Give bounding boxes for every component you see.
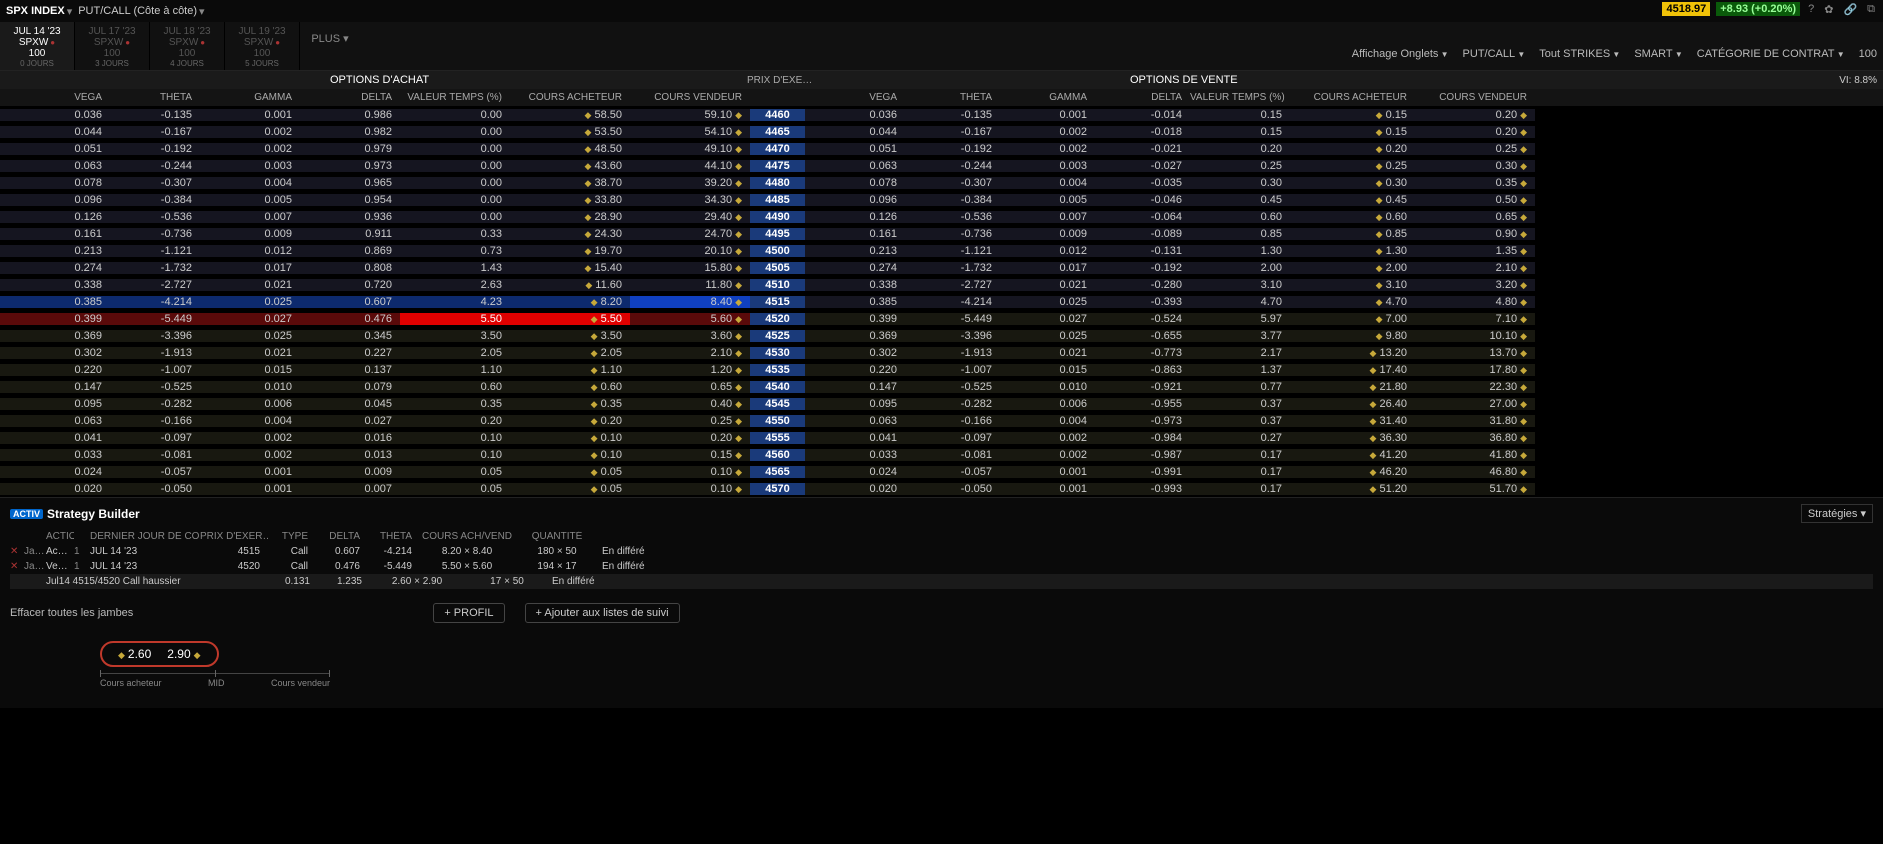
active-badge: ACTIV	[10, 509, 43, 519]
builder-table: ACTIONRAT… DERNIER JOUR DE CO… PRIX D'EX…	[10, 529, 1873, 589]
col-call-vega[interactable]: VÉGA	[0, 92, 110, 103]
chain-row[interactable]: 0.024-0.0570.0010.0090.05◆0.050.10◆45650…	[0, 463, 1883, 480]
expiry-tab[interactable]: JUL 17 '23SPXW ●1003 JOURS	[75, 22, 150, 70]
profile-button[interactable]: + PROFIL	[433, 603, 504, 623]
strategy-builder: ACTIV Strategy Builder Stratégies ▾ ACTIO…	[0, 497, 1883, 708]
bh-type: TYPE	[270, 531, 318, 542]
section-header: OPTIONS D'ACHAT PRIX D'EXE… OPTIONS DE V…	[0, 71, 1883, 89]
help-icon[interactable]: ?	[1806, 3, 1816, 15]
category-dropdown[interactable]: CATÉGORIE DE CONTRAT	[1697, 48, 1845, 60]
bh-qty: QUANTITÉ	[522, 531, 602, 542]
filter-bar: Affichage Onglets PUT/CALL Tout STRIKES …	[1352, 48, 1877, 60]
chevron-down-icon[interactable]: ▾	[67, 5, 73, 18]
chain-row[interactable]: 0.385-4.2140.0250.6074.23◆8.208.40◆45150…	[0, 293, 1883, 310]
implied-vol: VI: 8.8%	[1839, 75, 1877, 86]
puts-header: OPTIONS DE VENTE	[1130, 74, 1238, 86]
strategies-dropdown[interactable]: Stratégies ▾	[1801, 504, 1873, 523]
slider-mid-label: MID	[208, 678, 225, 688]
order-bid[interactable]: ◆2.60	[118, 647, 151, 661]
col-put-ask[interactable]: COURS VENDEUR	[1415, 92, 1535, 103]
strike-header: PRIX D'EXE…	[747, 75, 812, 86]
chain-row[interactable]: 0.063-0.1660.0040.0270.20◆0.200.25◆45500…	[0, 412, 1883, 429]
expiry-tab[interactable]: JUL 14 '23SPXW ●1000 JOURS	[0, 22, 75, 70]
column-headers: VÉGA THÊTA GAMMA DELTA VALEUR TEMPS (%) …	[0, 89, 1883, 106]
chain-row[interactable]: 0.020-0.0500.0010.0070.05◆0.050.10◆45700…	[0, 480, 1883, 497]
col-put-vtemps[interactable]: VALEUR TEMPS (%)	[1190, 92, 1290, 103]
top-bar: SPX INDEX ▾ PUT/CALL (Côte à côte) ▾ 451…	[0, 0, 1883, 22]
clear-legs-button[interactable]: Effacer toutes les jambes	[10, 607, 133, 619]
chain-row[interactable]: 0.147-0.5250.0100.0790.60◆0.600.65◆45400…	[0, 378, 1883, 395]
chain-row[interactable]: 0.033-0.0810.0020.0130.10◆0.100.15◆45600…	[0, 446, 1883, 463]
col-call-vtemps[interactable]: VALEUR TEMPS (%)	[400, 92, 510, 103]
mode-dropdown[interactable]: PUT/CALL (Côte à côte)	[78, 5, 197, 17]
strikes-dropdown[interactable]: Tout STRIKES	[1539, 48, 1620, 60]
price-change: +8.93 (+0.20%)	[1716, 2, 1800, 16]
chain-row[interactable]: 0.161-0.7360.0090.9110.33◆24.3024.70◆449…	[0, 225, 1883, 242]
expiry-tab[interactable]: JUL 18 '23SPXW ●1004 JOURS	[150, 22, 225, 70]
chain-row[interactable]: 0.036-0.1350.0010.9860.00◆58.5059.10◆446…	[0, 106, 1883, 123]
builder-leg-row[interactable]: ✕Ja…Ac…1JUL 14 '234515Call0.607-4.2148.2…	[10, 544, 1873, 559]
link-icon[interactable]: 🔗	[1841, 3, 1859, 16]
price-slider[interactable]: Cours acheteur MID Cours vendeur	[100, 673, 330, 688]
col-call-gamma[interactable]: GAMMA	[200, 92, 300, 103]
display-dropdown[interactable]: Affichage Onglets	[1352, 48, 1449, 60]
option-chain: 0.036-0.1350.0010.9860.00◆58.5059.10◆446…	[0, 106, 1883, 497]
chain-row[interactable]: 0.274-1.7320.0170.8081.43◆15.4015.80◆450…	[0, 259, 1883, 276]
bh-theta: THÊTA	[370, 531, 422, 542]
col-put-bid[interactable]: COURS ACHETEUR	[1290, 92, 1415, 103]
gear-icon[interactable]: ✿	[1822, 3, 1835, 16]
add-watchlist-button[interactable]: + Ajouter aux listes de suivi	[525, 603, 680, 623]
putcall-dropdown[interactable]: PUT/CALL	[1463, 48, 1526, 60]
chain-row[interactable]: 0.302-1.9130.0210.2272.05◆2.052.10◆45300…	[0, 344, 1883, 361]
chain-row[interactable]: 0.399-5.4490.0270.4765.50◆5.505.60◆45200…	[0, 310, 1883, 327]
chain-row[interactable]: 0.126-0.5360.0070.9360.00◆28.9029.40◆449…	[0, 208, 1883, 225]
chain-row[interactable]: 0.041-0.0970.0020.0160.10◆0.100.20◆45550…	[0, 429, 1883, 446]
popout-icon[interactable]: ⧉	[1865, 3, 1877, 16]
chain-row[interactable]: 0.078-0.3070.0040.9650.00◆38.7039.20◆448…	[0, 174, 1883, 191]
slider-ask-label: Cours vendeur	[271, 678, 330, 688]
expiry-tabs: JUL 14 '23SPXW ●1000 JOURSJUL 17 '23SPXW…	[0, 22, 1883, 71]
last-price: 4518.97	[1662, 2, 1710, 16]
more-expiries-button[interactable]: PLUS ▾	[300, 22, 360, 70]
chevron-down-icon[interactable]: ▾	[199, 5, 205, 18]
col-put-vega[interactable]: VÉGA	[805, 92, 905, 103]
col-call-theta[interactable]: THÊTA	[110, 92, 200, 103]
bh-action: ACTIONRAT…	[46, 531, 74, 542]
chain-row[interactable]: 0.213-1.1210.0120.8690.73◆19.7020.10◆450…	[0, 242, 1883, 259]
expiry-tab[interactable]: JUL 19 '23SPXW ●1005 JOURS	[225, 22, 300, 70]
bh-delta: DELTA	[318, 531, 370, 542]
slider-bid-label: Cours acheteur	[100, 678, 162, 688]
remove-leg-icon[interactable]: ✕	[10, 561, 24, 572]
col-put-theta[interactable]: THÊTA	[905, 92, 1000, 103]
chain-row[interactable]: 0.369-3.3960.0250.3453.50◆3.503.60◆45250…	[0, 327, 1883, 344]
col-call-bid[interactable]: COURS ACHETEUR	[510, 92, 630, 103]
remove-leg-icon[interactable]: ✕	[10, 546, 24, 557]
bh-strike: PRIX D'EXER…	[200, 531, 270, 542]
symbol-label[interactable]: SPX INDEX	[6, 5, 65, 17]
col-call-delta[interactable]: DELTA	[300, 92, 400, 103]
col-put-delta[interactable]: DELTA	[1095, 92, 1190, 103]
bh-bidask: COURS ACH/VEND	[422, 531, 522, 542]
multiplier-label: 100	[1859, 48, 1877, 60]
chain-row[interactable]: 0.220-1.0070.0150.1371.10◆1.101.20◆45350…	[0, 361, 1883, 378]
builder-leg-row[interactable]: ✕Ja…Ve…1JUL 14 '234520Call0.476-5.4495.5…	[10, 559, 1873, 574]
col-call-ask[interactable]: COURS VENDEUR	[630, 92, 750, 103]
chain-row[interactable]: 0.095-0.2820.0060.0450.35◆0.350.40◆45450…	[0, 395, 1883, 412]
calls-header: OPTIONS D'ACHAT	[330, 74, 429, 86]
chain-row[interactable]: 0.096-0.3840.0050.9540.00◆33.8034.30◆448…	[0, 191, 1883, 208]
chain-row[interactable]: 0.051-0.1920.0020.9790.00◆48.5049.10◆447…	[0, 140, 1883, 157]
exchange-dropdown[interactable]: SMART	[1634, 48, 1682, 60]
col-put-gamma[interactable]: GAMMA	[1000, 92, 1095, 103]
chain-row[interactable]: 0.063-0.2440.0030.9730.00◆43.6044.10◆447…	[0, 157, 1883, 174]
chain-row[interactable]: 0.338-2.7270.0210.7202.63◆11.6011.80◆451…	[0, 276, 1883, 293]
builder-spread-row[interactable]: Jul14 4515/4520 Call haussier0.1311.2352…	[10, 574, 1873, 589]
order-ask[interactable]: 2.90◆	[167, 647, 200, 661]
order-price-pill: ◆2.60 2.90◆	[100, 641, 1873, 667]
chain-row[interactable]: 0.044-0.1670.0020.9820.00◆53.5054.10◆446…	[0, 123, 1883, 140]
builder-title: Strategy Builder	[47, 507, 140, 521]
bh-lastday: DERNIER JOUR DE CO…	[90, 531, 200, 542]
